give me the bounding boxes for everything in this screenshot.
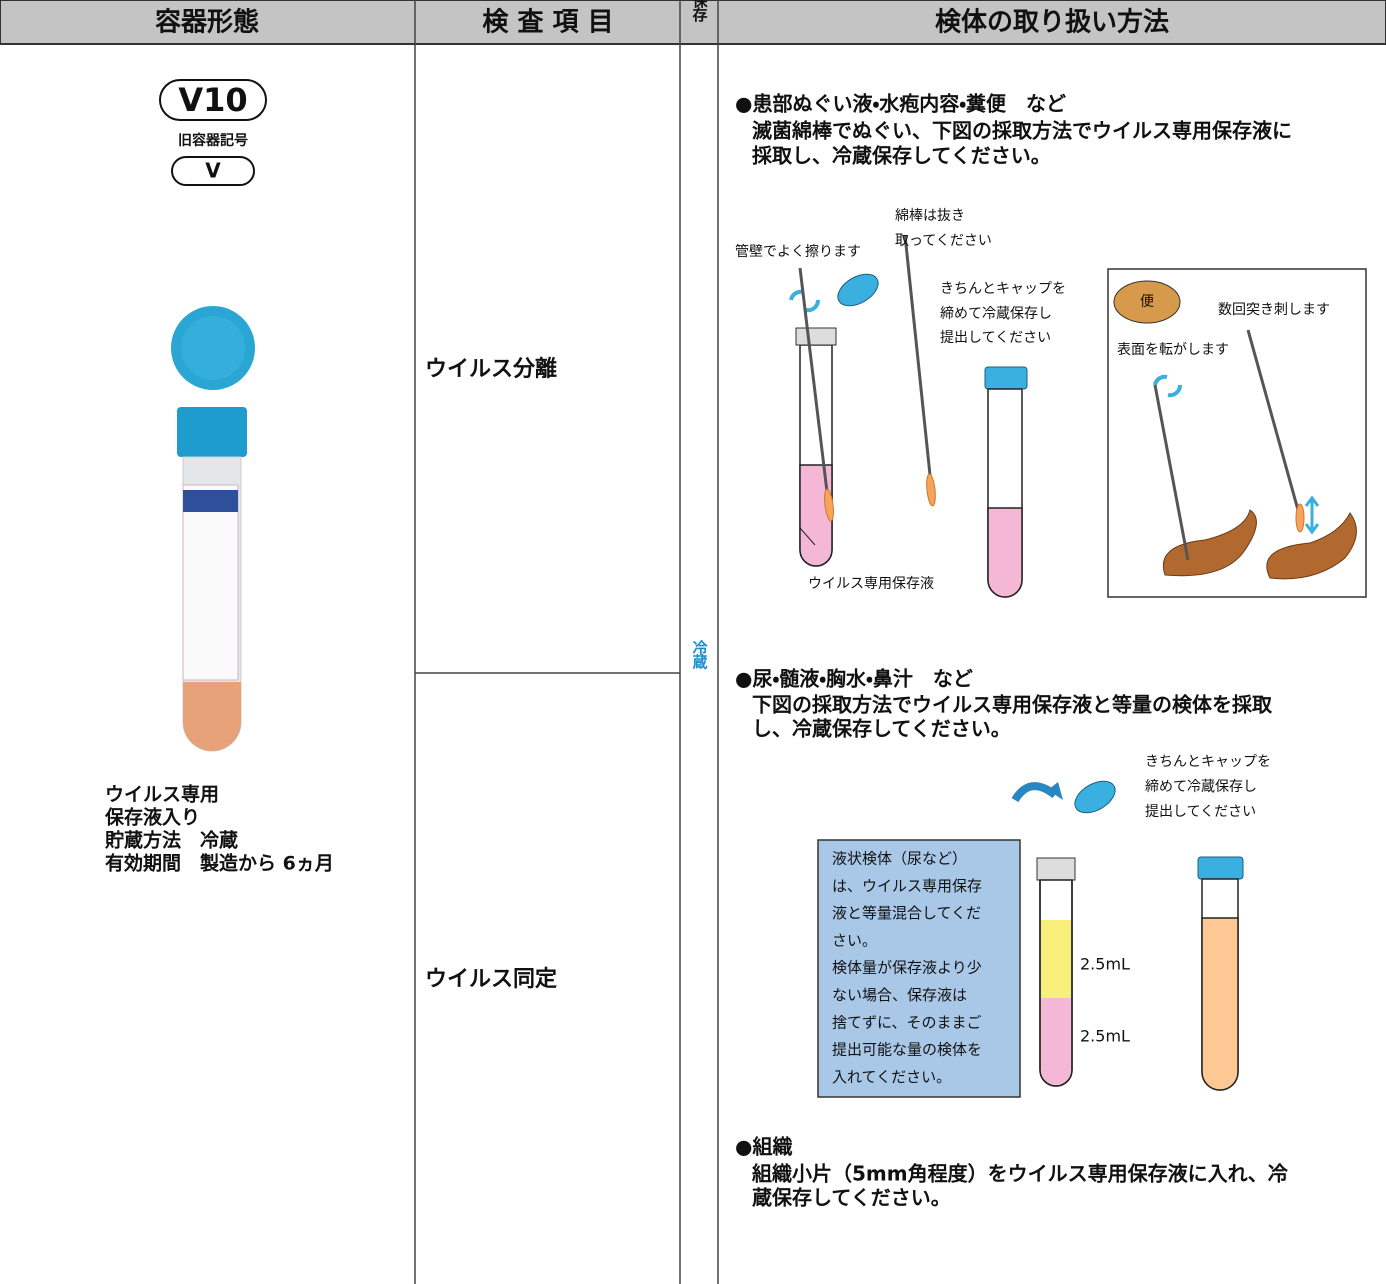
section-text: 組織小片（5mm角程度）をウイルス専用保存液に入れ、冷 — [751, 1162, 1289, 1186]
note-text: 捨てずに、そのままご — [832, 1013, 982, 1031]
container-description: 保存液入り — [104, 806, 200, 829]
container-description: 貯蔵方法 冷蔵 — [105, 829, 238, 852]
section-heading: ●組織 — [735, 1135, 792, 1159]
header-cell: 保存 — [691, 0, 709, 23]
test-item: ウイルス同定 — [425, 967, 557, 992]
figure-label: 締めて冷蔵保存し — [940, 305, 1052, 322]
section-text: 蔵保存してください。 — [752, 1186, 951, 1210]
section-text: し、冷蔵保存してください。 — [752, 717, 1011, 741]
figure-label: きちんとキャップを — [940, 281, 1066, 297]
note-text: さい。 — [832, 931, 877, 949]
figure-label: 管壁でよく擦ります — [735, 244, 861, 260]
grid — [414, 0, 719, 1284]
header-cell: 容器形態 — [155, 7, 259, 38]
note-text: 提出可能な量の検体を — [832, 1041, 982, 1059]
figure-liquid — [817, 780, 1244, 1098]
note-text: 液状検体（尿など） — [832, 850, 967, 868]
test-item: ウイルス分離 — [425, 357, 557, 382]
section-text: 下図の採取方法でウイルス専用保存液と等量の検体を採取 — [752, 693, 1273, 717]
figure-swab — [789, 234, 1367, 598]
note-text: 検体量が保存液より少 — [832, 959, 982, 977]
volume-label: 2.5mL — [1080, 1027, 1130, 1046]
figure-label: 提出してください — [1145, 804, 1256, 820]
note-text: は、ウイルス専用保存 — [832, 877, 982, 895]
header-cell: 検体の取り扱い方法 — [935, 8, 1169, 38]
figure-label: 提出してください — [940, 330, 1051, 346]
figure-label: 綿棒は抜き — [895, 208, 965, 224]
figure-label: きちんとキャップを — [1145, 754, 1271, 770]
figure-label: 表面を転がします — [1117, 342, 1229, 358]
note-text: ない場合、保存液は — [832, 986, 967, 1004]
section-text: 採取し、冷蔵保存してください。 — [752, 144, 1051, 168]
header-bar — [0, 0, 1386, 45]
note-text: 入れてください。 — [832, 1068, 951, 1086]
container-description: ウイルス専用 — [105, 784, 219, 806]
container-illustration — [171, 306, 255, 752]
figure-label: ウイルス専用保存液 — [808, 576, 934, 592]
figure-label: 締めて冷蔵保存し — [1145, 778, 1257, 795]
old-code-label: 旧容器記号 — [178, 132, 248, 149]
note-text: 液と等量混合してくだ — [832, 904, 981, 922]
header-cell: 検 査 項 目 — [482, 8, 613, 38]
section-heading: ●患部ぬぐい液・水疱内容・糞便 など — [735, 92, 1066, 116]
old-code-pill — [171, 156, 255, 186]
old-code: V — [205, 159, 221, 183]
figure-label: 数回突き刺します — [1218, 302, 1330, 318]
storage-condition: 冷蔵 — [691, 639, 709, 670]
container-description: 有効期間 製造から 6ヵ月 — [105, 852, 334, 875]
volume-label: 2.5mL — [1080, 955, 1130, 974]
figure-label: 便 — [1140, 294, 1154, 310]
section-text: 滅菌綿棒でぬぐい、下図の採取方法でウイルス専用保存液に — [752, 119, 1292, 143]
figure-label: 取ってください — [895, 233, 992, 249]
container-code: V10 — [178, 81, 247, 119]
code-pill — [159, 79, 267, 121]
section-heading: ●尿・髄液・胸水・鼻汁 など — [735, 667, 973, 691]
